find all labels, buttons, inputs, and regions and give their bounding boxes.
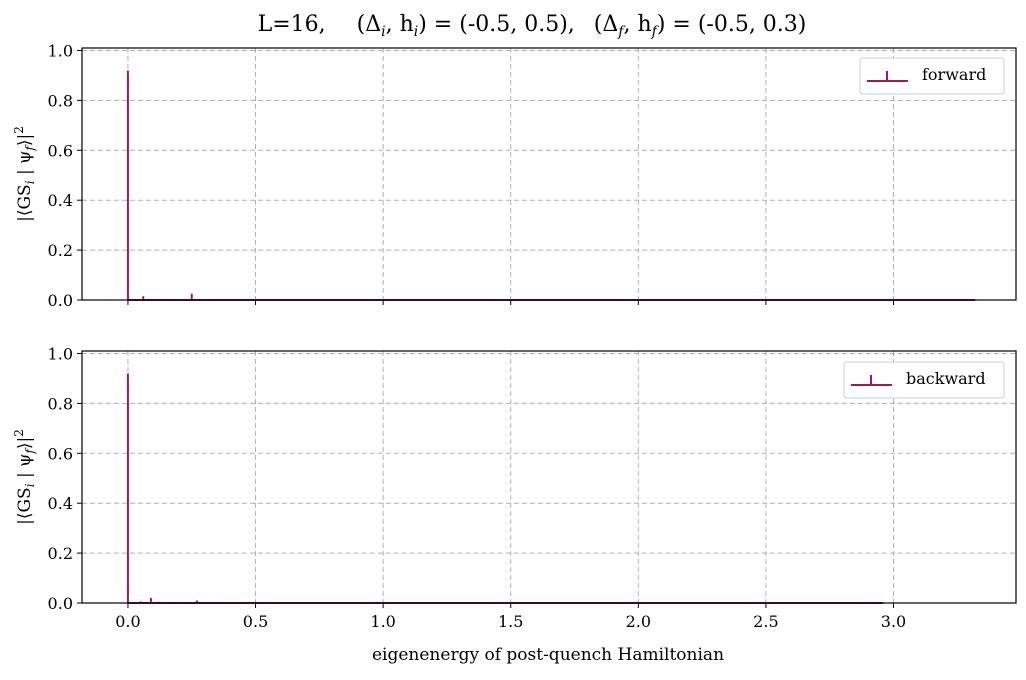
y-tick-label-backward-1: 0.2 [48, 544, 73, 563]
y-axis-label-forward: |⟨GSi | ψf⟩|2 [12, 126, 37, 222]
plot-frame-backward [81, 350, 1017, 604]
y-tick-label-forward-0: 0.0 [48, 291, 73, 310]
x-ticks-backward: 0.0 0.5 1.0 1.5 2.0 2.5 3.0 [115, 603, 906, 631]
x-ticks-forward [127, 300, 895, 305]
legend-forward: forward [859, 57, 1005, 95]
y-tick-label-forward-1: 0.2 [48, 241, 73, 260]
panel-backward: 0.0 0.2 0.4 0.6 0.8 1.0 0.0 0.5 1.0 1.5 2.0 2.5 3.0… [12, 344, 1017, 631]
x-tick-label-6: 3.0 [881, 612, 906, 631]
y-tick-label-backward-3: 0.6 [48, 444, 73, 463]
x-tick-label-2: 1.0 [370, 612, 395, 631]
y-tick-label-forward-3: 0.6 [48, 141, 73, 160]
stems-forward [126, 70, 976, 301]
y-tick-label-forward-2: 0.4 [48, 191, 73, 210]
plot-frame-forward [81, 47, 1017, 301]
y-tick-label-backward-4: 0.8 [48, 394, 73, 413]
legend-box-backward [843, 361, 1005, 399]
panel-forward: 0.0 0.2 0.4 0.6 0.8 1.0 |⟨GSi | ψf⟩|2 forward [12, 41, 1017, 310]
legend-backward: backward [843, 361, 1005, 399]
x-tick-label-4: 2.0 [626, 612, 651, 631]
legend-box-forward [859, 57, 1005, 95]
legend-label-forward: forward [922, 65, 986, 84]
y-tick-label-forward-5: 1.0 [48, 41, 73, 60]
y-axis-label-backward: |⟨GSi | ψf⟩|2 [12, 429, 37, 525]
x-tick-label-1: 0.5 [243, 612, 268, 631]
x-tick-label-5: 2.5 [753, 612, 778, 631]
y-tick-label-backward-0: 0.0 [48, 594, 73, 613]
y-ticks-forward: 0.0 0.2 0.4 0.6 0.8 1.0 [48, 41, 82, 310]
y-tick-label-backward-2: 0.4 [48, 494, 73, 513]
legend-label-backward: backward [906, 369, 986, 388]
x-tick-label-0: 0.0 [115, 612, 140, 631]
y-tick-label-forward-4: 0.8 [48, 91, 73, 110]
y-ticks-backward: 0.0 0.2 0.4 0.6 0.8 1.0 [48, 344, 82, 613]
chart-title: L=16, (Δi, hi) = (-0.5, 0.5), (Δf, hf) =… [258, 12, 807, 40]
x-tick-label-3: 1.5 [498, 612, 523, 631]
stems-backward [126, 373, 884, 604]
y-tick-label-backward-5: 1.0 [48, 344, 73, 363]
x-axis-label: eigenenergy of post-quench Hamiltonian [372, 645, 724, 665]
